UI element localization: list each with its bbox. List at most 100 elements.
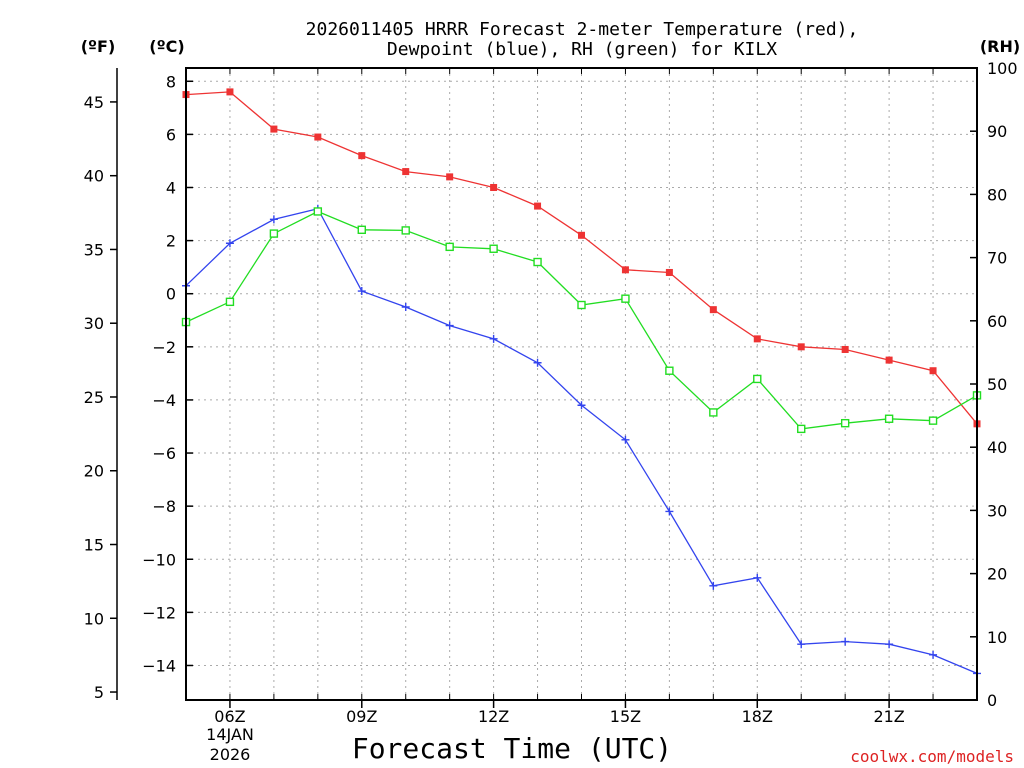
dewpoint-point (621, 435, 630, 444)
fahrenheit-tick-label: 20 (84, 462, 104, 481)
dewpoint-point (401, 302, 410, 311)
rh-tick-label: 80 (987, 185, 1007, 204)
2-meter-temperature-point (797, 343, 805, 351)
relative-humidity-point (489, 244, 498, 253)
fahrenheit-tick-label: 35 (84, 240, 104, 259)
rh-tick-label: 30 (987, 501, 1007, 520)
rh-tick-label: 90 (987, 122, 1007, 141)
relative-humidity-point (533, 257, 542, 267)
2-meter-temperature-point (402, 168, 410, 176)
2-meter-temperature-point (534, 202, 542, 210)
relative-humidity-point (445, 242, 454, 252)
relative-humidity-point (357, 225, 366, 234)
celsius-tick-label: 2 (166, 232, 176, 251)
relative-humidity-point (577, 300, 586, 310)
celsius-axis-label: (ºC) (149, 37, 184, 56)
dewpoint-point (841, 637, 850, 646)
plot-frame (185, 67, 978, 701)
dewpoint-point (269, 215, 278, 224)
rh-tick-label: 60 (987, 312, 1007, 331)
rh-tick-label: 0 (987, 691, 997, 710)
dewpoint-point (445, 321, 454, 330)
date-label-day: 14JAN (206, 725, 254, 744)
relative-humidity-point (709, 408, 718, 417)
2-meter-temperature-point (358, 152, 366, 160)
rh-tick-label: 40 (987, 438, 1007, 457)
source-credit: coolwx.com/models (850, 747, 1014, 766)
dewpoint-point (577, 401, 586, 410)
dewpoint-point (357, 287, 366, 296)
dewpoint-point (489, 334, 498, 343)
dewpoint-point (753, 573, 762, 582)
relative-humidity-point (753, 374, 762, 384)
relative-humidity-point (313, 207, 323, 216)
rh-tick-label: 20 (987, 565, 1007, 584)
fahrenheit-tick-label: 30 (84, 314, 104, 333)
chart-title-line-1: 2026011405 HRRR Forecast 2-meter Tempera… (306, 19, 859, 40)
dewpoint-point (533, 358, 542, 367)
relative-humidity-point (797, 424, 806, 434)
2-meter-temperature-point (665, 268, 673, 276)
hour-tick-label: 12Z (478, 707, 509, 726)
dewpoint-point (797, 640, 806, 649)
fahrenheit-tick-label: 45 (84, 93, 104, 112)
series-lines (181, 88, 982, 678)
hour-tick-label: 09Z (346, 707, 377, 726)
2-meter-temperature-point (578, 231, 585, 239)
2-meter-temperature-point (270, 125, 278, 133)
dewpoint-point (665, 507, 674, 516)
celsius-tick-label: 4 (166, 178, 176, 197)
relative-humidity-point (928, 416, 938, 425)
dewpoint-point (929, 650, 938, 659)
2-meter-temperature-point (709, 306, 717, 314)
hour-tick-label: 21Z (873, 707, 904, 726)
rh-tick-label: 100 (987, 59, 1018, 78)
dewpoint-point (885, 640, 894, 649)
fahrenheit-tick-label: 40 (84, 167, 104, 186)
date-label-year: 2026 (210, 745, 251, 764)
relative-humidity-point (401, 226, 410, 235)
rh-tick-label: 70 (987, 249, 1007, 268)
fahrenheit-tick-label: 10 (84, 609, 104, 628)
celsius-tick-label: −2 (152, 338, 176, 357)
rh-axis-label: (RH) (980, 37, 1020, 56)
relative-humidity-point (269, 229, 279, 238)
hour-tick-label: 15Z (610, 707, 641, 726)
2-meter-temperature-point (841, 345, 849, 353)
hour-tick-label: 06Z (214, 707, 245, 726)
x-axis-title: Forecast Time (UTC) (352, 732, 672, 765)
2-meter-temperature-point (753, 335, 761, 343)
2-meter-temperature-point (885, 356, 893, 364)
grid-lines (186, 68, 977, 700)
2-meter-temperature-point (314, 133, 322, 141)
rh-tick-label: 10 (987, 628, 1007, 647)
relative-humidity-point (665, 366, 674, 375)
dewpoint-point (225, 239, 234, 248)
celsius-tick-label: 0 (166, 285, 176, 304)
chart-title-line-2: Dewpoint (blue), RH (green) for KILX (387, 39, 777, 60)
2-meter-temperature-point (621, 266, 629, 274)
fahrenheit-tick-label: 25 (84, 388, 104, 407)
2-meter-temperature-point (490, 183, 498, 191)
2-meter-temperature-point (226, 88, 234, 96)
fahrenheit-tick-label: 5 (94, 683, 104, 702)
celsius-tick-label: −8 (152, 497, 176, 516)
axis-ticks (110, 67, 978, 708)
celsius-tick-label: −12 (142, 603, 176, 622)
celsius-tick-label: −6 (152, 444, 176, 463)
2-meter-temperature-point (929, 367, 937, 375)
dewpoint-point (709, 581, 718, 590)
2-meter-temperature-point (446, 173, 454, 181)
celsius-tick-label: 8 (166, 72, 176, 91)
relative-humidity-point (621, 294, 630, 303)
celsius-tick-label: 6 (166, 125, 176, 144)
relative-humidity-point (225, 297, 235, 307)
fahrenheit-tick-label: 15 (84, 536, 104, 555)
celsius-tick-label: −10 (142, 550, 176, 569)
relative-humidity-point (840, 418, 850, 428)
rh-tick-label: 50 (987, 375, 1007, 394)
hour-tick-label: 18Z (742, 707, 773, 726)
fahrenheit-axis-label: (ºF) (81, 37, 116, 56)
celsius-tick-label: −14 (142, 656, 176, 675)
